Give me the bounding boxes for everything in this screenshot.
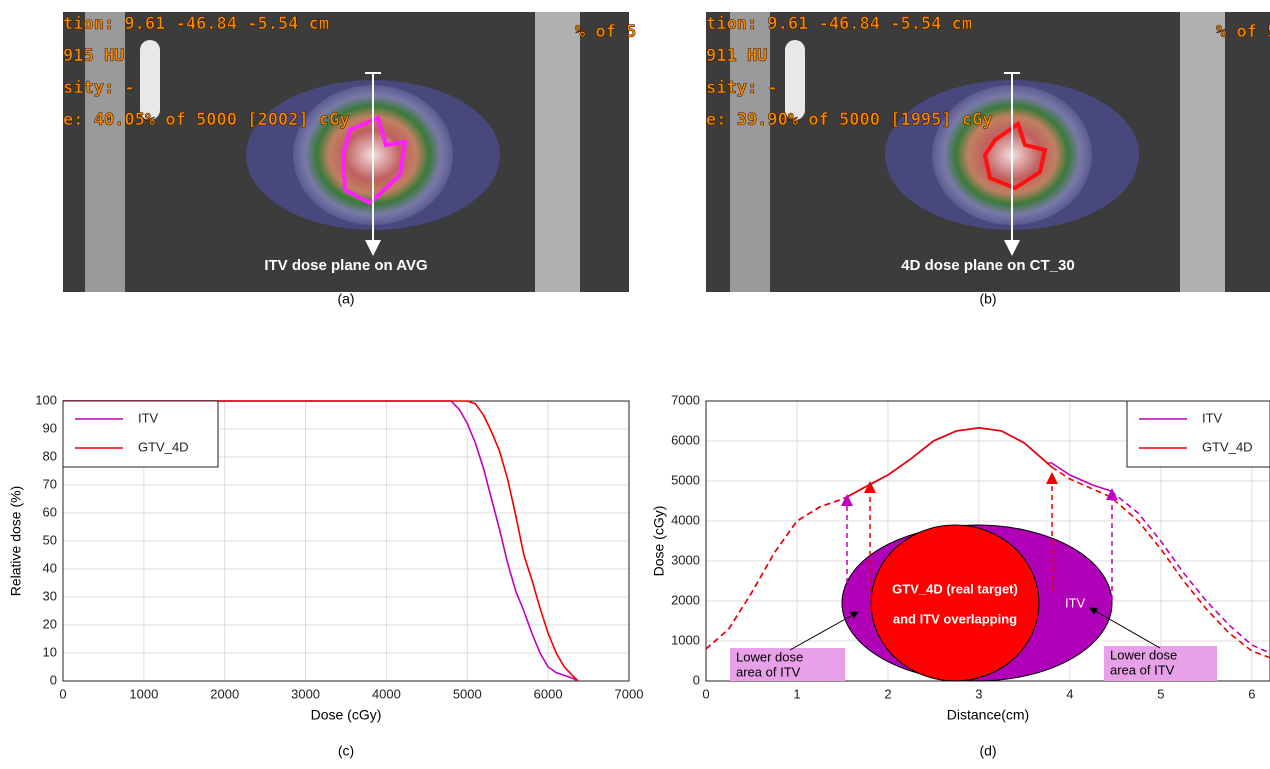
y-tick-label: 3000 (671, 552, 700, 567)
y-tick-label: 50 (43, 532, 57, 547)
y-tick-label: 60 (43, 504, 57, 519)
y-tick-label: 90 (43, 420, 57, 435)
caption: (b) (979, 291, 996, 307)
series-line (846, 426, 1053, 498)
legend-label: ITV (138, 410, 159, 425)
x-axis-title: Distance(cm) (947, 707, 1029, 723)
overlay-text: sity: - (63, 78, 135, 98)
series-line (63, 400, 579, 682)
y-tick-label: 70 (43, 476, 57, 491)
x-tick-label: 3 (975, 686, 982, 701)
x-tick-label: 5000 (453, 686, 482, 701)
ct-panel-a (63, 12, 629, 292)
annotation: and ITV overlapping (893, 611, 1017, 626)
caption: (a) (337, 291, 354, 307)
x-tick-label: 1000 (129, 686, 158, 701)
x-tick-label: 4000 (372, 686, 401, 701)
annotation: ITV (1065, 595, 1086, 610)
y-tick-label: 6000 (671, 432, 700, 447)
caption: (c) (338, 743, 354, 759)
overlay-text: e: 40.05% of 5000 [2002] cGy (63, 110, 350, 130)
y-tick-label: 10 (43, 644, 57, 659)
y-tick-label: 5000 (671, 472, 700, 487)
x-tick-label: 2 (884, 686, 891, 701)
y-tick-label: 2000 (671, 592, 700, 607)
x-tick-label: 6 (1248, 686, 1255, 701)
y-tick-label: 0 (50, 672, 57, 687)
x-tick-label: 0 (59, 686, 66, 701)
x-tick-label: 3000 (291, 686, 320, 701)
x-tick-label: 4 (1066, 686, 1073, 701)
overlay-text: tion: 9.61 -46.84 -5.54 cm (63, 14, 329, 34)
y-axis-title: Relative dose (%) (8, 486, 24, 597)
legend (62, 400, 219, 468)
x-tick-label: 2000 (210, 686, 239, 701)
annotation: Lower dose (736, 649, 803, 664)
y-tick-label: 4000 (671, 512, 700, 527)
y-tick-label: 30 (43, 588, 57, 603)
y-tick-label: 80 (43, 448, 57, 463)
annotation: GTV_4D (real target) (892, 581, 1018, 596)
overlay-text: e: 39.90% of 5000 [1995] cGy (706, 110, 993, 130)
caption: (d) (979, 743, 996, 759)
y-tick-label: 1000 (671, 632, 700, 647)
series-line (63, 400, 579, 682)
plane-label: ITV dose plane on AVG (264, 257, 427, 274)
overlay-text: sity: - (706, 78, 778, 98)
legend-label: ITV (1202, 410, 1223, 425)
series-line (705, 466, 1270, 659)
target-diagram: GTV_4D (real target) and ITV overlapping… (730, 472, 1217, 682)
y-tick-label: 100 (35, 392, 57, 407)
annotation: area of ITV (736, 664, 801, 679)
y-tick-label: 7000 (671, 392, 700, 407)
annotation: area of ITV (1110, 662, 1175, 677)
ct-panel-b (706, 12, 1270, 292)
x-tick-label: 5 (1157, 686, 1164, 701)
overlay-text: % of 5 (575, 22, 636, 42)
x-tick-label: 7000 (615, 686, 644, 701)
y-tick-label: 20 (43, 616, 57, 631)
x-tick-label: 6000 (534, 686, 563, 701)
overlay-text: 911 HU (706, 46, 767, 66)
x-tick-label: 1 (793, 686, 800, 701)
x-tick-label: 0 (702, 686, 709, 701)
overlay-text: tion: 9.61 -46.84 -5.54 cm (706, 14, 972, 34)
legend-label: GTV_4D (138, 439, 189, 454)
y-tick-label: 40 (43, 560, 57, 575)
overlay-text: 915 HU (63, 46, 124, 66)
annotation: Lower dose (1110, 647, 1177, 662)
y-tick-label: 0 (693, 672, 700, 687)
x-axis-title: Dose (cGy) (311, 707, 382, 723)
y-axis-title: Dose (cGy) (651, 506, 667, 577)
legend (1126, 400, 1270, 468)
plane-label: 4D dose plane on CT_30 (901, 257, 1074, 274)
legend-label: GTV_4D (1202, 439, 1253, 454)
overlay-text: % of 5 (1216, 22, 1270, 42)
